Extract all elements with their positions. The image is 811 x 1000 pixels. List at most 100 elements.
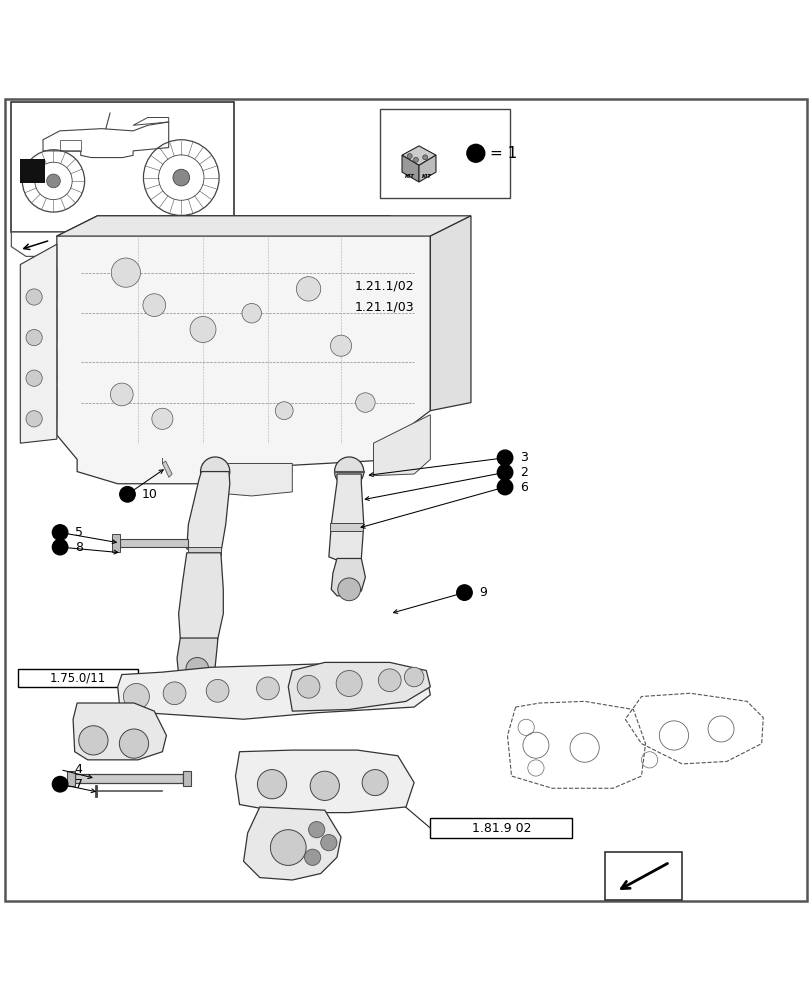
Polygon shape [57,216,470,236]
Circle shape [423,155,427,160]
Circle shape [378,669,401,692]
Polygon shape [24,386,57,429]
Circle shape [190,316,216,342]
Text: 2: 2 [519,466,527,479]
Circle shape [26,289,42,305]
Text: 1.21.1/03: 1.21.1/03 [354,300,414,313]
Polygon shape [75,774,182,783]
Circle shape [310,675,331,696]
Circle shape [200,457,230,486]
Circle shape [152,408,173,429]
Circle shape [310,771,339,800]
Circle shape [119,729,148,758]
Bar [430,818,572,838]
Circle shape [336,671,362,697]
Circle shape [46,174,60,188]
Polygon shape [187,547,221,555]
Text: 7: 7 [75,778,83,791]
Text: 8: 8 [75,541,83,554]
Polygon shape [20,244,57,443]
Circle shape [337,578,360,601]
Circle shape [52,539,67,555]
Text: 1.21.1/02: 1.21.1/02 [354,279,414,292]
Text: 5: 5 [75,526,83,539]
Polygon shape [373,415,430,476]
Circle shape [26,411,42,427]
Polygon shape [401,146,436,165]
Polygon shape [288,662,430,711]
Circle shape [334,457,363,486]
Bar [380,109,509,198]
Circle shape [400,671,419,690]
Polygon shape [24,269,57,312]
Text: KIT: KIT [404,174,414,179]
Circle shape [362,770,388,796]
Polygon shape [330,523,363,531]
Circle shape [123,684,149,709]
Text: KIT: KIT [421,174,431,179]
Polygon shape [57,220,97,252]
Circle shape [320,835,337,851]
Polygon shape [67,771,75,786]
Circle shape [242,303,261,323]
Circle shape [355,393,375,412]
Circle shape [330,335,351,356]
Polygon shape [57,216,430,484]
Bar [20,159,45,183]
Circle shape [456,585,471,600]
Polygon shape [182,771,191,786]
Bar [18,669,138,687]
Text: 9: 9 [478,586,487,599]
Text: 1.81.9 02: 1.81.9 02 [471,822,530,835]
Circle shape [466,144,484,162]
Circle shape [270,830,306,865]
Circle shape [143,294,165,316]
Polygon shape [11,232,70,256]
Circle shape [256,677,279,700]
Circle shape [26,370,42,386]
Polygon shape [203,463,292,496]
Circle shape [496,465,512,480]
Bar [316,297,453,316]
Circle shape [496,450,512,465]
Polygon shape [187,472,230,557]
Circle shape [275,402,293,420]
Polygon shape [24,350,57,393]
Polygon shape [331,558,365,596]
Circle shape [52,776,67,792]
Text: = 1: = 1 [490,146,517,161]
Circle shape [186,658,208,680]
Circle shape [496,479,512,495]
Polygon shape [243,807,341,880]
Polygon shape [328,474,363,563]
Circle shape [296,277,320,301]
Bar [316,276,453,295]
Polygon shape [418,155,436,182]
Circle shape [52,525,67,540]
Circle shape [257,770,286,799]
Circle shape [404,667,423,687]
Polygon shape [401,155,418,182]
Circle shape [358,672,380,693]
Text: 3: 3 [519,451,527,464]
Circle shape [26,329,42,346]
Polygon shape [120,539,188,547]
Circle shape [297,675,320,698]
Polygon shape [235,750,414,813]
Polygon shape [118,664,430,719]
Polygon shape [24,309,57,352]
Circle shape [163,682,186,705]
Polygon shape [112,534,120,552]
Bar [11,102,234,232]
Polygon shape [73,703,166,760]
Text: 6: 6 [519,481,527,494]
Circle shape [308,822,324,838]
Circle shape [110,383,133,406]
Circle shape [120,487,135,502]
Text: 10: 10 [142,488,158,501]
Bar [604,852,681,900]
Polygon shape [162,461,172,477]
Polygon shape [177,638,217,679]
Circle shape [206,679,229,702]
Text: 1.75.0/11: 1.75.0/11 [49,671,106,684]
